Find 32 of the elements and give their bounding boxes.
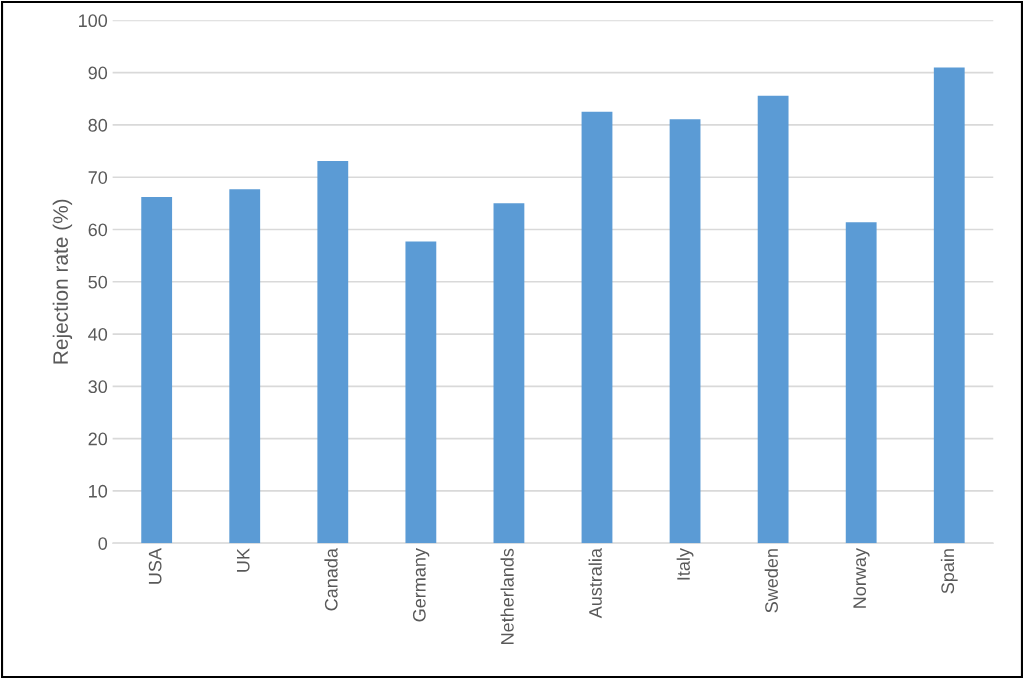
x-tick-label: Australia (588, 548, 602, 619)
x-tick-label: Netherlands (500, 548, 514, 644)
bar (229, 189, 261, 544)
bar (317, 161, 349, 544)
y-tick-label: 50 (88, 275, 108, 289)
bar (141, 197, 173, 544)
y-tick-label: 20 (88, 432, 108, 446)
y-tick-label: 70 (88, 171, 108, 184)
bar (581, 111, 613, 544)
x-tick-label: UK (236, 548, 250, 572)
y-tick-label: 90 (88, 66, 108, 80)
y-tick-label: 40 (88, 328, 108, 341)
x-tick-label: Norway (853, 548, 870, 608)
bar (669, 119, 701, 544)
x-tick-label: Canada (324, 548, 338, 611)
y-tick-label: 0 (98, 537, 108, 550)
x-tick-label: Italy (676, 548, 694, 580)
y-tick-label: 10 (89, 484, 108, 498)
x-tick-label: Spain (940, 549, 958, 594)
x-tick-label: Germany (412, 548, 430, 622)
y-tick-label: 30 (88, 380, 108, 394)
bar (493, 203, 525, 544)
x-tick-label: USA (148, 548, 162, 584)
y-tick-label: 60 (88, 223, 108, 237)
x-tick-label: Sweden (764, 549, 778, 613)
y-tick-label: 100 (79, 14, 108, 28)
bar (933, 67, 965, 544)
y-axis-title: Rejection rate (%) (52, 199, 73, 364)
bar (757, 95, 789, 544)
bar (845, 222, 877, 544)
bar (405, 241, 437, 544)
y-tick-label: 80 (88, 118, 108, 132)
